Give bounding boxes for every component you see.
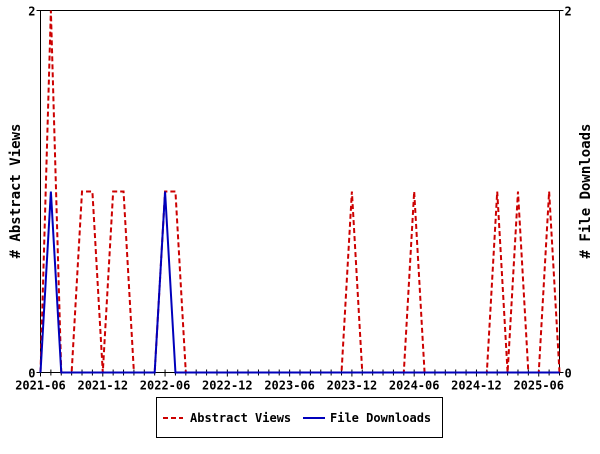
x-tick-label: 2022-06 (140, 379, 191, 393)
legend-label-file-downloads: File Downloads (330, 411, 431, 425)
y-axis: 0 0 2 2 (28, 5, 571, 381)
x-tick-label: 2021-12 (77, 379, 128, 393)
legend: Abstract Views File Downloads (156, 397, 443, 438)
x-axis: 2021-06 2021-12 2022-06 2022-12 2023-06 2023-… (15, 369, 564, 393)
plot-frame (40, 10, 560, 373)
y-tick-label: 0 (28, 367, 35, 381)
legend-box (156, 397, 443, 438)
series-line (39, 10, 561, 374)
y2-tick-label: 0 (565, 367, 572, 381)
series-layer (39, 10, 561, 374)
series-line (39, 191, 560, 374)
x-tick-label: 2021-06 (15, 379, 66, 393)
x-tick-label: 2023-12 (327, 379, 378, 393)
x-tick-label: 2024-12 (451, 379, 502, 393)
y2-axis-label: # File Downloads (578, 124, 594, 259)
x-tick-label: 2023-06 (264, 379, 315, 393)
y-tick-label: 2 (28, 5, 35, 19)
x-tick-label: 2025-06 (513, 379, 564, 393)
x-tick-label: 2022-12 (202, 379, 253, 393)
series-file-downloads (39, 191, 560, 374)
y-axis-label: # Abstract Views (8, 124, 24, 259)
y2-tick-label: 2 (565, 5, 572, 19)
x-tick-label: 2024-06 (389, 379, 440, 393)
legend-label-abstract-views: Abstract Views (190, 411, 291, 425)
series-abstract-views (39, 10, 561, 374)
